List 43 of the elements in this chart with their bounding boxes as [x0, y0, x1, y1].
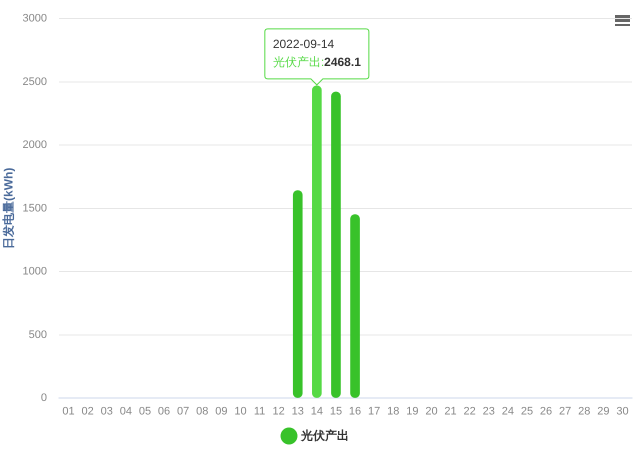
x-tick-label: 12: [272, 406, 285, 418]
x-tick-label: 18: [387, 406, 400, 418]
x-tick-label: 29: [597, 406, 610, 418]
x-tick-label: 13: [292, 406, 304, 418]
x-tick-label: 22: [464, 406, 476, 418]
x-tick-label: 05: [138, 406, 152, 418]
annotation: 2022-09-14 光伏产出:2468.1: [272, 37, 362, 70]
bar: [331, 92, 341, 398]
x-tick-label: 14: [310, 406, 323, 418]
bar: [292, 190, 303, 398]
y-tick-label: 1500: [22, 202, 47, 214]
x-tick-label: 15: [330, 406, 342, 418]
x-tick-label: 10: [234, 406, 247, 418]
x-tick-label: 11: [254, 406, 266, 418]
y-tick-label: 3000: [22, 12, 47, 25]
x-tick-label: 09: [215, 406, 228, 418]
x-tick-label: 28: [578, 406, 590, 418]
x-tick-label: 02: [82, 406, 94, 418]
y-axis-title: 日发电量(kWh): [2, 168, 16, 249]
x-tick-label: 07: [177, 406, 190, 418]
x-tick-label: 26: [540, 406, 552, 418]
x-tick-label: 24: [502, 406, 514, 418]
x-tick-label: 17: [368, 406, 380, 418]
bar: [350, 214, 360, 398]
x-tick-label: 19: [406, 406, 418, 418]
x-tick-label: 16: [348, 406, 362, 418]
x-tick-label: 21: [444, 406, 457, 418]
x-tick-label: 08: [196, 406, 208, 418]
x-tick-label: 27: [559, 406, 572, 418]
y-tick-label: 500: [28, 328, 47, 341]
y-tick-label: 2500: [22, 76, 47, 88]
legend-label: 光伏产出: [300, 428, 349, 442]
x-tick-label: 04: [120, 406, 132, 418]
x-tick-label: 01: [62, 406, 75, 418]
x-tick-label: 30: [616, 406, 629, 418]
y-tick-label: 1000: [22, 266, 47, 278]
y-tick-label: 2000: [22, 139, 47, 152]
x-tick-label: 03: [100, 406, 113, 418]
x-tick-label: 20: [425, 406, 438, 418]
x-tick-label: 06: [158, 406, 170, 418]
x-tick-label: 23: [482, 406, 495, 418]
x-tick-label: 25: [520, 406, 534, 418]
y-tick-label: 0: [40, 392, 47, 404]
